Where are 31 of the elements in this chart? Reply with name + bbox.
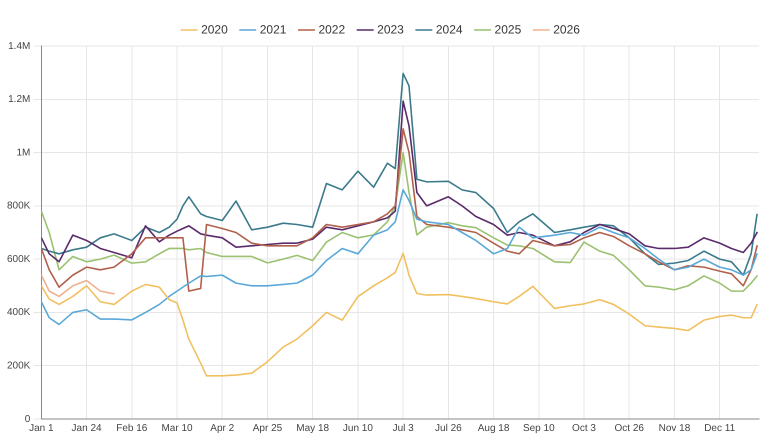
x-tick-label: Feb 16 [116, 422, 148, 434]
legend-label: 2021 [260, 22, 287, 36]
y-tick-label: 1M [16, 147, 30, 158]
x-tick-label: Aug 18 [478, 422, 510, 434]
legend-label: 2022 [318, 22, 346, 36]
x-tick-label: Mar 10 [161, 422, 194, 434]
x-tick-label: Jun 10 [342, 422, 374, 434]
x-tick-label: Jan 24 [72, 422, 102, 434]
x-tick-label: Oct 26 [614, 422, 644, 434]
y-tick-label: 1.4M [8, 40, 30, 52]
x-tick-label: Apr 25 [252, 422, 283, 434]
legend-label: 2026 [553, 22, 580, 36]
y-tick-label: 400K [6, 307, 31, 318]
x-tick-label: Jan 1 [29, 422, 54, 434]
x-tick-label: Dec 11 [704, 422, 736, 434]
y-tick-label: 600K [6, 254, 31, 265]
legend-label: 2020 [201, 22, 228, 36]
y-tick-label: 200K [6, 360, 31, 372]
x-tick-label: Jul 3 [392, 422, 414, 434]
x-tick-label: May 18 [296, 422, 330, 434]
x-tick-label: Sep 10 [522, 422, 556, 434]
y-tick-label: 1.2M [8, 94, 30, 106]
x-tick-label: Jul 26 [435, 422, 462, 434]
legend-label: 2025 [494, 22, 522, 36]
x-tick-label: Nov 18 [658, 422, 691, 434]
y-tick-label: 800K [6, 200, 31, 212]
x-tick-label: Oct 3 [572, 422, 596, 434]
x-tick-label: Apr 2 [210, 422, 235, 434]
y-tick-label: 0 [24, 414, 31, 425]
legend-label: 2024 [436, 22, 463, 36]
legend-label: 2023 [377, 22, 404, 36]
